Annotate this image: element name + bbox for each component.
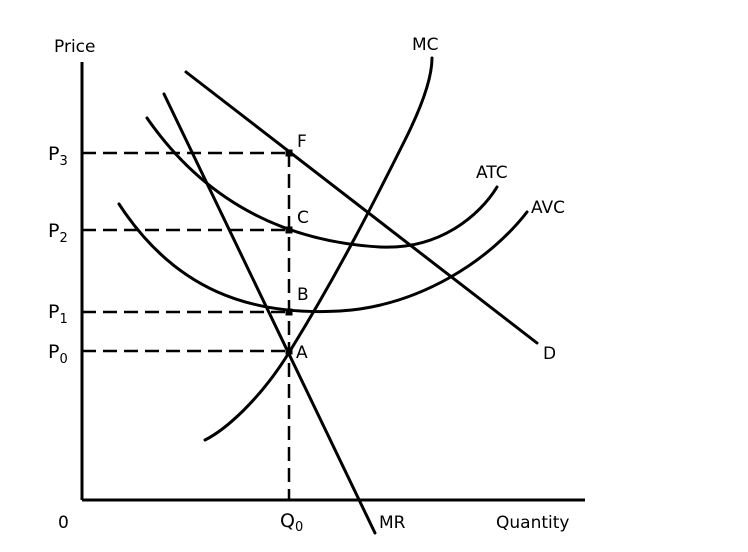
avc-label: AVC bbox=[531, 198, 565, 218]
point-a-marker bbox=[285, 347, 293, 355]
p1-label: P1 bbox=[48, 301, 68, 327]
atc-label: ATC bbox=[476, 163, 508, 183]
mc-label: MC bbox=[412, 35, 439, 55]
p3-label: P3 bbox=[48, 143, 68, 169]
point-c-marker bbox=[285, 226, 293, 234]
point-f-marker bbox=[285, 149, 293, 157]
point-f-label: F bbox=[297, 132, 307, 152]
marginal-cost-curve bbox=[203, 56, 434, 442]
y-axis-label: Price bbox=[54, 37, 95, 57]
point-c-label: C bbox=[297, 208, 309, 228]
demand-curve bbox=[184, 70, 539, 345]
p0-label: P0 bbox=[48, 341, 68, 367]
q0-label: Q0 bbox=[280, 510, 303, 535]
point-b-label: B bbox=[297, 285, 309, 305]
average-total-cost-curve bbox=[145, 116, 499, 249]
average-variable-cost-curve bbox=[117, 202, 529, 314]
demand-label: D bbox=[543, 344, 556, 364]
x-axis-label: Quantity bbox=[496, 513, 569, 533]
origin-label: 0 bbox=[58, 513, 69, 533]
p2-label: P2 bbox=[48, 220, 68, 246]
mr-label: MR bbox=[379, 513, 406, 533]
marginal-revenue-curve bbox=[162, 92, 377, 535]
point-a-label: A bbox=[296, 343, 308, 363]
point-b-marker bbox=[285, 308, 293, 316]
